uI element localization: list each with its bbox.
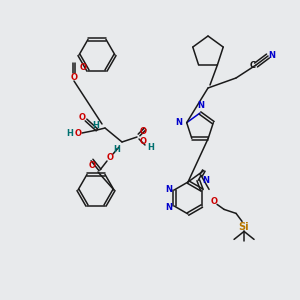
Text: H: H (67, 128, 73, 137)
Text: H: H (113, 146, 120, 154)
Text: N: N (197, 101, 205, 110)
Text: N: N (165, 202, 172, 211)
Text: O: O (74, 128, 82, 137)
Text: O: O (140, 137, 146, 146)
Text: H: H (92, 122, 99, 130)
Text: N: N (176, 118, 183, 127)
Text: C: C (250, 61, 256, 70)
Text: Si: Si (239, 222, 249, 233)
Text: O: O (70, 73, 77, 82)
Text: O: O (79, 113, 86, 122)
Text: N: N (202, 176, 209, 185)
Text: O: O (211, 197, 218, 206)
Text: N: N (268, 50, 275, 59)
Text: O: O (88, 160, 95, 169)
Text: H: H (148, 142, 154, 152)
Text: O: O (106, 154, 113, 163)
Text: O: O (140, 127, 146, 136)
Text: O: O (80, 64, 86, 73)
Text: N: N (165, 184, 172, 194)
